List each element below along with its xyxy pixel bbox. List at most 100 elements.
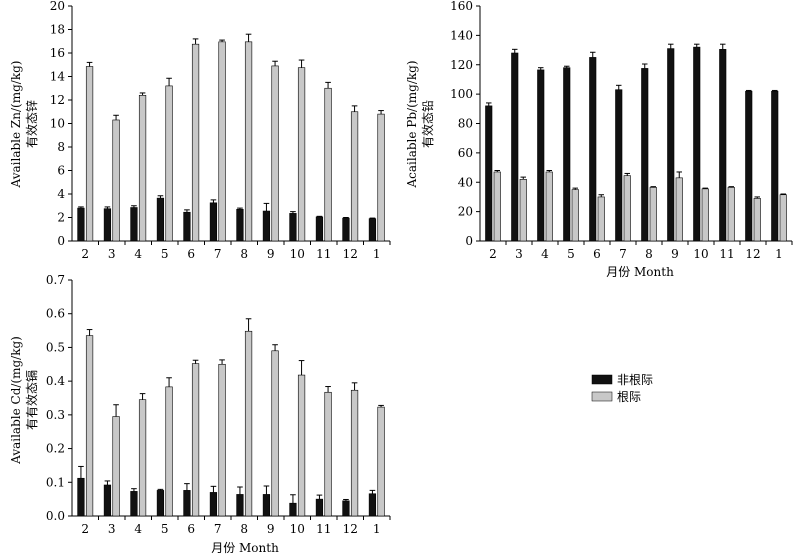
cd-bar-nonrhizo	[315, 498, 324, 517]
pb-xlabel: 月份 Month	[606, 265, 674, 279]
zn-bar-rhizo	[138, 95, 147, 242]
pb-bar-nonrhizo	[641, 68, 649, 242]
pb-bar-rhizo	[597, 196, 605, 242]
legend-label-rhizo: 根际	[617, 390, 641, 404]
zn-xtick-label: 9	[267, 247, 275, 261]
pb-ytick-label: 80	[458, 117, 473, 131]
pb-bar-rhizo	[545, 171, 553, 242]
cd-bar-nonrhizo	[77, 477, 85, 517]
pb-xtick-label: 12	[745, 247, 760, 261]
cd-xtick-label: 5	[161, 522, 169, 536]
zn-bar-nonrhizo	[183, 211, 191, 242]
zn-bar-rhizo	[165, 85, 173, 242]
pb-bar-nonrhizo	[511, 52, 519, 242]
zn-bar-nonrhizo	[130, 207, 138, 242]
cd-bar-nonrhizo	[289, 502, 297, 517]
zn-xtick-label: 11	[316, 247, 331, 261]
pb-bar-nonrhizo	[537, 69, 545, 242]
cd-xtick-label: 3	[108, 522, 116, 536]
cd-bar-rhizo	[377, 406, 385, 517]
cd-bar-rhizo	[297, 374, 306, 517]
cd-ytick-label: 0.4	[46, 374, 65, 388]
zn-xtick-label: 6	[187, 247, 195, 261]
zn-bar-nonrhizo	[315, 216, 324, 242]
zn-ytick-label: 12	[50, 93, 65, 107]
cd-xtick-label: 2	[81, 522, 89, 536]
zn-xtick-label: 1	[373, 247, 381, 261]
pb-xtick-label: 10	[693, 247, 708, 261]
pb-ytick-label: 120	[450, 58, 473, 72]
pb-ylabel-en: Acailable Pb/(mg/kg)	[405, 60, 419, 188]
zn-xtick-label: 7	[214, 247, 222, 261]
zn-bar-rhizo	[244, 41, 253, 242]
cd-bar-nonrhizo	[183, 490, 191, 517]
cd-bar-nonrhizo	[209, 492, 218, 517]
pb-xtick-label: 4	[541, 247, 549, 261]
legend-label-nonrhizo: 非根际	[617, 373, 653, 387]
cd-ytick-label: 0.0	[46, 509, 65, 523]
chart-cd: 有有效态镉 Available Cd/(mg/kg) 月份 Month 0.0 0…	[9, 273, 391, 555]
cd-bar-rhizo	[165, 386, 173, 517]
pb-xtick-label: 9	[671, 247, 679, 261]
cd-bar-nonrhizo	[103, 484, 112, 517]
cd-bar-nonrhizo	[368, 493, 377, 517]
cd-ytick-label: 0.7	[46, 273, 65, 287]
cd-bar-rhizo	[271, 350, 279, 517]
pb-xtick-label: 5	[567, 247, 575, 261]
cd-bar-nonrhizo	[342, 500, 350, 517]
zn-bar-rhizo	[297, 67, 306, 242]
zn-xtick-label: 12	[343, 247, 358, 261]
cd-xtick-label: 4	[134, 522, 142, 536]
cd-bar-rhizo	[218, 363, 226, 517]
pb-ytick-label: 160	[450, 0, 473, 13]
pb-bar-rhizo	[493, 171, 501, 242]
cd-xtick-label: 10	[290, 522, 305, 536]
cd-ytick-label: 0.1	[46, 475, 65, 489]
zn-xtick-label: 2	[81, 247, 89, 261]
pb-bar-nonrhizo	[693, 46, 701, 242]
cd-bar-rhizo	[191, 363, 200, 517]
cd-xtick-label: 11	[316, 522, 331, 536]
pb-bar-rhizo	[675, 177, 683, 242]
cd-ytick-label: 0.3	[46, 408, 65, 422]
pb-xtick-label: 7	[619, 247, 627, 261]
legend-swatch-rhizo	[591, 391, 613, 402]
zn-xtick-label: 5	[161, 247, 169, 261]
zn-bar-rhizo	[271, 65, 279, 242]
pb-bar-nonrhizo	[485, 105, 493, 242]
zn-ytick-label: 0	[57, 234, 65, 248]
zn-xtick-label: 3	[108, 247, 116, 261]
zn-bar-rhizo	[85, 66, 94, 242]
pb-bar-rhizo	[727, 187, 735, 242]
cd-xtick-label: 1	[373, 522, 381, 536]
zn-xtick-label: 4	[134, 247, 142, 261]
zn-ylabel-en: Available Zn/(mg/kg)	[9, 61, 23, 189]
pb-bar-nonrhizo	[745, 90, 753, 242]
zn-bar-rhizo	[377, 113, 385, 242]
zn-bar-nonrhizo	[289, 213, 297, 242]
cd-xtick-label: 9	[267, 522, 275, 536]
pb-bar-nonrhizo	[719, 49, 727, 242]
zn-bar-nonrhizo	[262, 210, 271, 242]
zn-ytick-label: 18	[50, 23, 65, 37]
pb-bar-rhizo	[623, 175, 631, 242]
zn-bar-rhizo	[191, 43, 200, 242]
zn-bar-nonrhizo	[368, 218, 377, 242]
zn-bar-rhizo	[112, 119, 120, 242]
chart-pb: 有效态铅 Acailable Pb/(mg/kg) 月份 Month 0 20 40…	[405, 0, 793, 279]
cd-ylabel-en: Available Cd/(mg/kg)	[9, 336, 23, 465]
zn-bar-nonrhizo	[236, 208, 244, 242]
cd-bar-rhizo	[112, 416, 120, 517]
pb-ytick-label: 20	[458, 205, 473, 219]
cd-ylabel-cn: 有有效态镉	[24, 370, 39, 430]
pb-xtick-label: 1	[775, 247, 783, 261]
legend-swatch-nonrhizo	[591, 374, 613, 385]
pb-bar-nonrhizo	[771, 90, 779, 242]
legend: 非根际 根际	[591, 373, 653, 404]
zn-ytick-label: 20	[50, 0, 65, 13]
cd-ytick-label: 0.5	[46, 340, 65, 354]
cd-bar-rhizo	[350, 389, 359, 517]
zn-bar-nonrhizo	[342, 217, 350, 242]
pb-bar-rhizo	[519, 179, 527, 242]
pb-bar-rhizo	[649, 187, 657, 242]
